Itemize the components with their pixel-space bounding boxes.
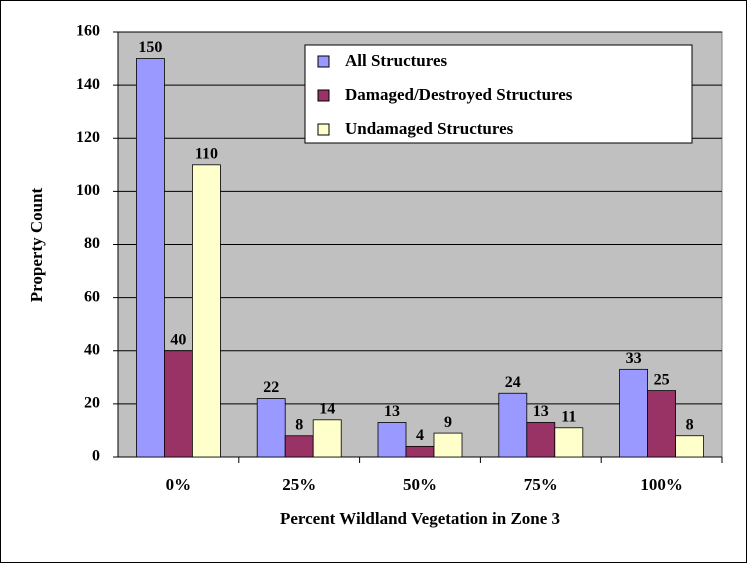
bar: [377, 422, 407, 458]
y-tick-label: 20: [84, 395, 100, 412]
bar: [526, 422, 556, 458]
x-tick-label: 0%: [166, 475, 192, 494]
value-label: 33: [626, 350, 642, 367]
value-label: 8: [295, 416, 303, 433]
bar: [312, 419, 342, 458]
bar: [191, 164, 221, 458]
bar: [554, 427, 584, 458]
bar: [163, 350, 193, 458]
bar: [405, 445, 435, 458]
bar: [256, 398, 286, 458]
y-tick-label: 0: [92, 448, 100, 465]
value-label: 25: [654, 371, 670, 388]
bar: [135, 58, 165, 458]
y-tick-label: 140: [76, 76, 100, 93]
value-label: 13: [533, 403, 549, 420]
value-label: 13: [384, 403, 400, 420]
legend-swatch: [317, 123, 330, 136]
value-label: 22: [263, 379, 279, 396]
value-label: 11: [561, 408, 576, 425]
bar: [619, 368, 648, 458]
legend-box: [304, 44, 693, 144]
x-axis-title: Percent Wildland Vegetation in Zone 3: [280, 509, 560, 528]
value-label: 4: [416, 427, 424, 444]
legend-label: All Structures: [345, 51, 448, 70]
x-tick-label: 100%: [640, 475, 683, 494]
y-tick-label: 160: [76, 23, 100, 40]
x-tick-label: 75%: [524, 475, 558, 494]
value-label: 150: [138, 39, 162, 56]
y-tick-label: 40: [84, 341, 100, 358]
y-tick-label: 60: [84, 288, 100, 305]
x-tick-label: 50%: [403, 475, 437, 494]
legend-label: Damaged/Destroyed Structures: [345, 85, 573, 104]
bar: [675, 435, 704, 458]
legend-swatch: [317, 55, 330, 68]
bar: [433, 432, 463, 458]
value-label: 40: [170, 331, 186, 348]
y-tick-label: 80: [84, 235, 100, 252]
value-label: 14: [319, 400, 335, 417]
value-label: 9: [444, 414, 452, 431]
legend-swatch: [317, 89, 330, 102]
legend-label: Undamaged Structures: [345, 119, 514, 138]
y-axis-title: Property Count: [27, 187, 46, 302]
bar: [498, 392, 528, 458]
y-tick-label: 100: [76, 182, 100, 199]
value-label: 24: [505, 374, 521, 391]
bar: [647, 390, 676, 458]
value-label: 110: [195, 145, 218, 162]
value-label: 8: [686, 416, 694, 433]
bar: [284, 435, 314, 458]
x-tick-label: 25%: [282, 475, 316, 494]
y-tick-label: 120: [76, 129, 100, 146]
